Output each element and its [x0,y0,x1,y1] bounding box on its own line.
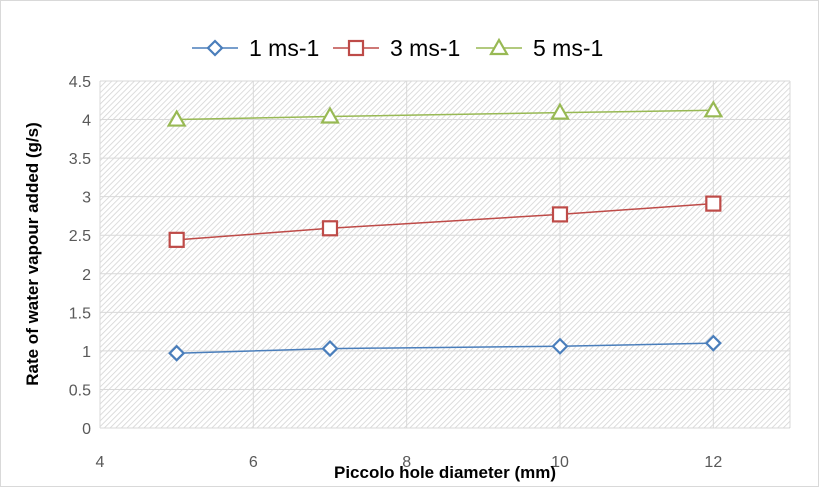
legend-marker [489,37,509,56]
series-2 [168,195,722,248]
plot-area [100,81,790,428]
y-tick-label: 3 [82,190,91,207]
y-tick-label: 4.5 [69,74,91,91]
series-3 [166,100,724,127]
y-tick-label: 2.5 [69,228,91,245]
data-point [704,334,722,352]
y-axis-title: Rate of water vapour added (g/s) [23,122,42,386]
x-axis-title: Piccolo hole diameter (mm) [334,463,556,482]
series-1 [168,334,722,362]
series-line [176,202,714,241]
series-layer [166,100,724,362]
gridlines [99,80,791,429]
series-line [176,109,714,121]
legend-label: 3 ms-1 [390,35,460,61]
legend-entry: 1 ms-1 [192,35,319,61]
data-point [166,109,187,127]
x-tick-label: 6 [249,454,258,471]
data-point [551,337,569,355]
x-tick-label: 4 [96,454,105,471]
data-point [321,340,339,358]
y-tick-label: 2 [82,267,91,284]
data-point [321,220,339,237]
data-point [168,231,185,248]
data-point [551,206,569,223]
y-tick-label: 0.5 [69,382,91,399]
data-point [168,344,186,362]
x-tick-label: 8 [402,454,411,471]
tick-labels: 0 0.5 1 1.5 2 2.5 3 3.5 4 4.5 4 6 8 10 12 [69,74,723,471]
series-line [176,342,714,354]
x-tick-label: 10 [551,454,569,471]
legend-marker [206,39,224,57]
data-point [703,100,724,118]
legend-marker [347,39,365,57]
y-tick-label: 1 [82,344,91,361]
data-point [705,195,722,212]
x-tick-label: 12 [704,454,722,471]
legend: 1 ms-1 3 ms-1 5 ms-1 [192,35,603,61]
data-point [320,106,340,124]
legend-label: 1 ms-1 [249,35,319,61]
legend-entry: 5 ms-1 [476,35,603,61]
y-tick-label: 0 [82,421,91,438]
y-tick-label: 4 [82,113,91,130]
y-tick-label: 1.5 [69,305,91,322]
data-point [550,102,570,120]
legend-entry: 3 ms-1 [333,35,460,61]
legend-label: 5 ms-1 [533,35,603,61]
y-tick-label: 3.5 [69,151,91,168]
